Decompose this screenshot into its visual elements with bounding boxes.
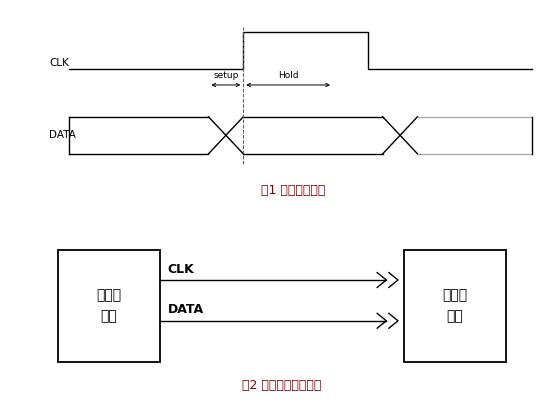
Text: 图1 信号采样实例: 图1 信号采样实例 (261, 185, 325, 197)
Text: CLK: CLK (49, 58, 69, 68)
Text: Hold: Hold (278, 71, 299, 80)
Bar (58, 250, 160, 361)
Text: 发送端
器件: 发送端 器件 (96, 289, 122, 323)
Text: DATA: DATA (49, 130, 76, 140)
Text: setup: setup (213, 71, 238, 80)
Text: CLK: CLK (168, 263, 194, 276)
Text: 图2 源同步系统拓扑图: 图2 源同步系统拓扑图 (242, 379, 322, 392)
Bar (404, 250, 506, 361)
Text: DATA: DATA (168, 303, 204, 316)
Text: 接收端
器件: 接收端 器件 (442, 289, 468, 323)
